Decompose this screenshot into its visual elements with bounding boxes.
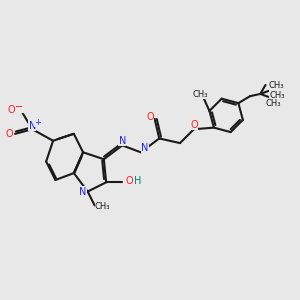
Text: N: N [141, 143, 148, 153]
Text: CH₃: CH₃ [265, 99, 281, 108]
Text: O: O [5, 129, 13, 139]
Text: N: N [28, 121, 36, 131]
Text: O: O [8, 105, 15, 115]
Text: N: N [118, 136, 126, 146]
Text: O: O [190, 120, 198, 130]
Text: +: + [34, 118, 41, 127]
Text: CH₃: CH₃ [193, 90, 208, 99]
Text: O: O [146, 112, 154, 122]
Text: N: N [80, 187, 87, 196]
Text: H: H [134, 176, 141, 186]
Text: CH₃: CH₃ [95, 202, 110, 211]
Text: O: O [125, 176, 133, 186]
Text: CH₃: CH₃ [269, 91, 285, 100]
Text: −: − [14, 102, 23, 112]
Text: CH₃: CH₃ [269, 81, 284, 90]
